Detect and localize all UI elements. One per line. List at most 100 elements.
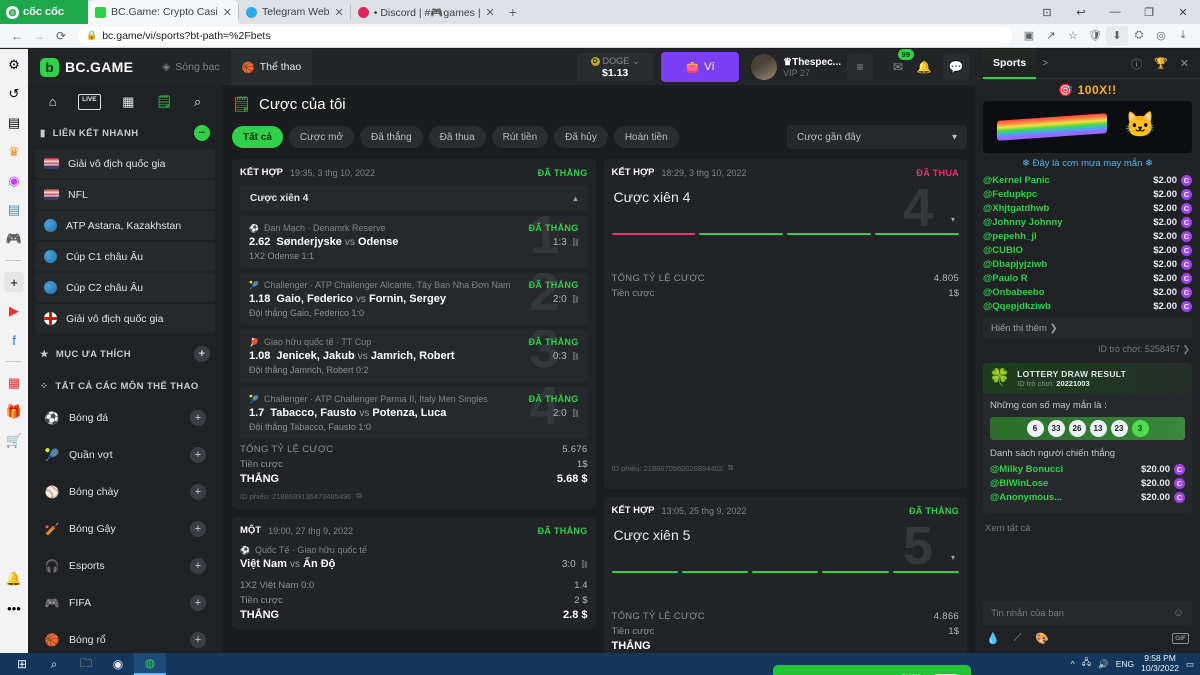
close-window-button[interactable]: ✕ <box>1178 6 1188 19</box>
volume-icon[interactable]: 🔊 <box>1098 658 1109 669</box>
quick-links-header[interactable]: ▮ LIÊN KẾT NHANH − <box>28 119 222 147</box>
gift-icon[interactable]: 🎁 <box>5 404 23 419</box>
crown-icon[interactable]: ♛ <box>8 144 20 159</box>
emoji-icon[interactable]: ☺ <box>1172 607 1184 619</box>
chat-input[interactable]: Tin nhắn của bạn ☺ <box>983 601 1192 625</box>
tip-icon[interactable]: ⟋ <box>1013 632 1022 644</box>
filter-won[interactable]: Đã thắng <box>360 126 423 148</box>
messenger-icon[interactable]: ◉ <box>8 173 20 188</box>
notification-center-icon[interactable]: ▭ <box>1185 658 1194 669</box>
winner-name[interactable]: @Kernel Panic <box>983 175 1050 186</box>
gear-icon[interactable]: ⚙ <box>8 57 20 72</box>
sidebar-item-baseball[interactable]: ⚾ Bóng chày + <box>35 474 215 509</box>
history-icon[interactable]: ↺ <box>8 86 20 101</box>
add-sport-button[interactable]: + <box>190 483 206 500</box>
hamburger-menu-icon[interactable]: ≡ <box>847 54 873 80</box>
close-icon[interactable]: ✕ <box>485 6 495 19</box>
live-icon[interactable]: LIVE <box>78 94 101 110</box>
list-icon[interactable]: ▤ <box>7 115 21 130</box>
cart-icon[interactable]: 🛒 <box>5 433 23 448</box>
start-icon[interactable]: ⊞ <box>16 657 28 671</box>
sidebar-item-atp[interactable]: ATP Astana, Kazakhstan <box>35 211 215 240</box>
accordion-toggle[interactable]: Cược xiên 4 ▴ <box>240 185 588 211</box>
sidebar-item-basketball[interactable]: 🏀 Bóng rổ + <box>35 622 215 653</box>
winner-name[interactable]: @Johnny Johnny <box>983 217 1063 228</box>
sidebar-item-fifa[interactable]: 🎮 FIFA + <box>35 585 215 620</box>
betslip-bar[interactable]: ▤ Phiếu cược ▴ CƯỢC NHANH ⚡ <box>773 665 971 675</box>
profile-icon[interactable]: ◎ <box>1156 30 1166 42</box>
back-icon[interactable]: ← <box>11 28 23 43</box>
copy-icon[interactable]: ⧉ <box>727 463 734 472</box>
youtube-icon[interactable]: ▶ <box>9 303 19 318</box>
winner-name[interactable]: @Qqepjdkziwb <box>983 301 1051 312</box>
plus-icon[interactable]: + <box>4 272 24 292</box>
add-sport-button[interactable]: + <box>190 594 206 611</box>
bell-icon[interactable]: 🔔 <box>5 571 23 586</box>
restore-session-icon[interactable]: ↩ <box>1076 6 1086 19</box>
sidebar-item-nfl[interactable]: NFL <box>35 180 215 209</box>
sidebar-item-football[interactable]: ⚽ Bóng đá + <box>35 400 215 435</box>
downloads-tray-icon[interactable]: ⤓ <box>1180 29 1186 41</box>
download-icon[interactable]: ⬇ <box>1106 25 1128 46</box>
info-icon[interactable]: ⓘ <box>1131 58 1143 71</box>
combo-summary[interactable]: 4 Cược xiên 4 ▾ <box>611 181 959 269</box>
copy-icon[interactable]: ⧉ <box>356 491 362 500</box>
share-icon[interactable]: ↗ <box>1046 30 1056 42</box>
nav-casino[interactable]: ◈ Sòng bạc <box>151 49 230 85</box>
add-sport-button[interactable]: + <box>190 557 206 574</box>
language-indicator[interactable]: ENG <box>1115 659 1135 669</box>
browser-tab-0[interactable]: BC.Game: Crypto Casino Gam ✕ <box>88 0 238 24</box>
sidebar-item-tennis[interactable]: 🎾 Quần vợt + <box>35 437 215 472</box>
winner-name[interactable]: @Dbapjyjziwb <box>983 259 1048 270</box>
user-profile[interactable]: ♛Thespec... VIP 27 <box>751 54 841 80</box>
calendar-icon[interactable]: ▦ <box>7 375 21 390</box>
sidebar-item-cricket[interactable]: 🏏 Bóng Gậy + <box>35 511 215 546</box>
stats-icon[interactable]: ⫿⫾ <box>572 293 579 304</box>
minimize-button[interactable]: — <box>1109 6 1121 18</box>
chevron-right-icon[interactable]: > <box>1042 58 1049 69</box>
filter-cancelled[interactable]: Đã hủy <box>554 126 608 148</box>
my-bets-icon[interactable]: 🗒 <box>155 94 173 109</box>
trophy-icon[interactable]: 🏆 <box>1154 58 1168 70</box>
browser-tab-2[interactable]: • Discord | #🎮games | BC G ✕ <box>350 0 501 24</box>
home-icon[interactable]: ⌂ <box>48 94 57 109</box>
filter-refunded[interactable]: Hoàn tiền <box>613 126 679 148</box>
bookmark-star-icon[interactable]: ☆ <box>1068 30 1078 42</box>
add-sport-button[interactable]: + <box>190 520 206 537</box>
sidebar-item-epl[interactable]: Giải vô địch quốc gia <box>35 304 215 333</box>
clock[interactable]: 9:58 PM 10/3/2022 <box>1141 653 1179 674</box>
stats-icon[interactable]: ⫿⫾ <box>572 350 579 361</box>
screenshot-icon[interactable]: ⊡ <box>1042 6 1052 19</box>
add-sport-button[interactable]: + <box>190 409 206 426</box>
stats-icon[interactable]: ⫿⫾ <box>572 407 579 418</box>
sidebar-item-league[interactable]: Giải vô địch quốc gia <box>35 149 215 178</box>
winner-name[interactable]: @Onbabeebo <box>983 287 1045 298</box>
explorer-icon[interactable]: 🗀 <box>79 655 92 670</box>
chat-toggle-icon[interactable]: 💬 <box>943 54 969 80</box>
mail-icon[interactable]: ✉ 99 <box>885 49 914 80</box>
reload-icon[interactable]: ⟳ <box>55 28 67 43</box>
maximize-button[interactable]: ❐ <box>1144 6 1154 19</box>
game-id-label[interactable]: ID trò chơi: 5258457 ❯ <box>1098 344 1190 354</box>
show-more-button[interactable]: Hiển thị thêm ❯ <box>983 317 1192 339</box>
filter-all[interactable]: Tất cả <box>232 126 283 148</box>
winner-name[interactable]: @Xhjtgatdhwb <box>983 203 1050 214</box>
network-icon[interactable]: 🖧 <box>1081 657 1092 667</box>
chrome-icon[interactable]: ◉ <box>112 657 124 671</box>
nav-sports[interactable]: 🏀 Thể thao <box>230 49 313 85</box>
facebook-icon[interactable]: f <box>12 332 16 348</box>
forward-icon[interactable]: → <box>33 28 45 43</box>
stats-icon[interactable]: ⫿⫾ <box>572 236 579 247</box>
rain-drop-icon[interactable]: 💧 <box>986 633 1000 645</box>
add-sport-button[interactable]: + <box>190 631 206 648</box>
winner-name[interactable]: @Milky Bonucci <box>990 464 1064 475</box>
extensions-icon[interactable]: ⛭ <box>1134 29 1144 41</box>
search-icon[interactable]: ⌕ <box>50 656 58 671</box>
bell-icon[interactable]: 🔔 <box>916 60 932 74</box>
chat-tab-sports[interactable]: Sports <box>983 48 1037 79</box>
sidebar-item-uel[interactable]: Cúp C2 châu Âu <box>35 273 215 302</box>
new-tab-button[interactable]: + <box>508 4 517 20</box>
sidebar-item-ucl[interactable]: Cúp C1 châu Âu <box>35 242 215 271</box>
sidebar-item-esports[interactable]: 🎧 Esports + <box>35 548 215 583</box>
gamepad-icon[interactable]: 🎮 <box>5 231 23 246</box>
